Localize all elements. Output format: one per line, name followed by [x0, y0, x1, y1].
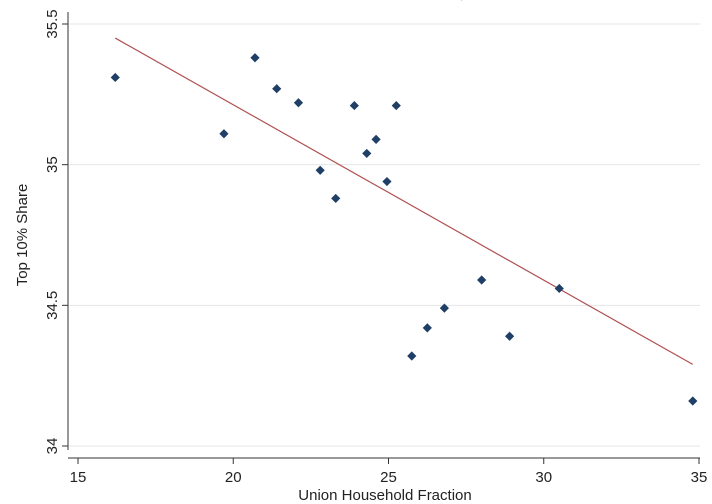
data-point [272, 84, 282, 94]
data-point [407, 351, 417, 361]
y-tick-label: 35 [44, 156, 61, 173]
data-point [688, 396, 698, 406]
y-tick-label: 35.5 [44, 9, 61, 38]
data-point [315, 165, 325, 175]
x-ticks: 15 20 25 30 35 [70, 458, 708, 486]
y-ticks: 34 34.5 35 35.5 [44, 9, 68, 454]
data-point [293, 98, 304, 108]
x-tick-label: 30 [535, 469, 552, 486]
x-tick-label: 20 [225, 469, 242, 486]
fit-line [114, 37, 694, 365]
data-point [477, 275, 487, 285]
x-axis-title: Union Household Fraction [298, 487, 471, 504]
data-point [250, 53, 260, 63]
data-point [504, 331, 515, 341]
fit-line-group [114, 37, 694, 365]
data-point [382, 176, 392, 187]
data-points [110, 0, 698, 406]
x-tick-label: 15 [70, 469, 87, 486]
y-tick-label: 34.5 [44, 291, 61, 320]
data-point [362, 148, 372, 159]
gridlines [69, 23, 700, 447]
data-point [371, 134, 381, 144]
y-axis-title: Top 10% Share [14, 184, 31, 287]
data-point [554, 283, 564, 294]
axes [67, 12, 700, 459]
data-point [219, 129, 229, 139]
data-point [422, 323, 432, 333]
x-tick-label: 25 [380, 469, 397, 486]
data-point [391, 100, 401, 111]
y-tick-label: 34 [44, 438, 61, 455]
data-point [349, 100, 359, 111]
data-point [110, 72, 120, 83]
data-point [439, 303, 449, 313]
x-tick-label: 35 [691, 469, 708, 486]
data-point [331, 193, 341, 204]
